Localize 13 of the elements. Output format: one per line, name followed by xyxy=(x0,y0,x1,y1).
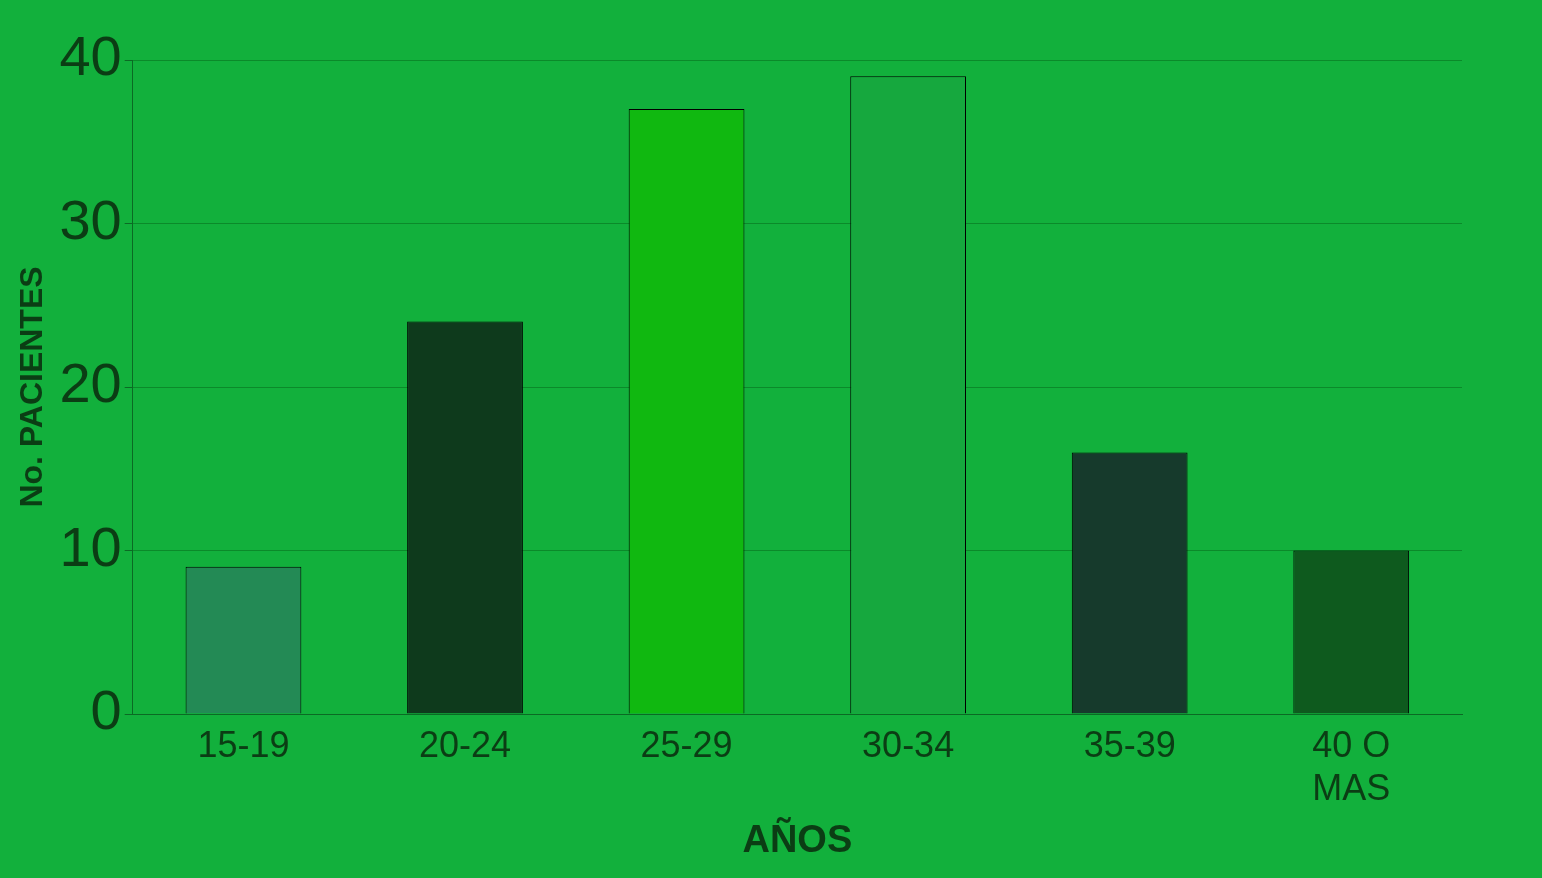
x-tick-label: 25-29 xyxy=(640,723,733,765)
y-tick-label: 10 xyxy=(59,514,122,578)
x-axis-title: AÑOS xyxy=(742,816,853,860)
x-tick-label: 30-34 xyxy=(862,723,955,765)
y-tick-label: 40 xyxy=(59,24,122,88)
y-axis-title: No. PACIENTES xyxy=(13,266,50,508)
y-tick-label: 30 xyxy=(59,187,122,251)
y-tick-label: 0 xyxy=(90,678,122,742)
x-tick-label: 15-19 xyxy=(197,723,290,765)
x-tick-label: 40 O MAS xyxy=(1312,723,1391,808)
x-tick-label: 20-24 xyxy=(418,723,512,765)
x-tick-label: 35-39 xyxy=(1083,723,1176,765)
y-tick-label: 20 xyxy=(59,351,122,415)
